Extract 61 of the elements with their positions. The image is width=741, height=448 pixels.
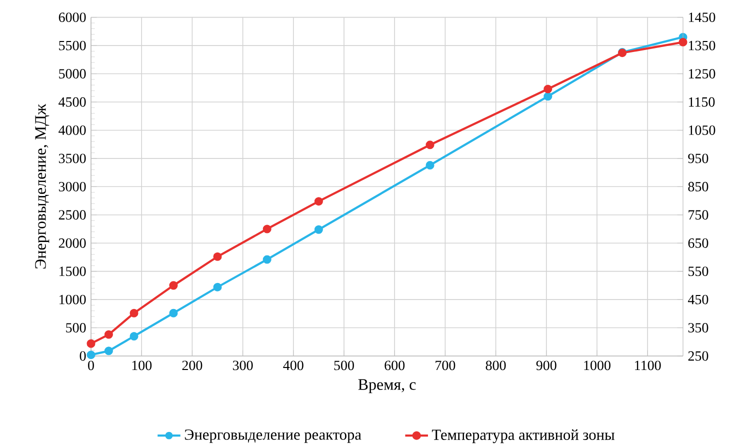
x-tick-label: 400 [283, 360, 304, 370]
point [262, 224, 272, 234]
point [169, 308, 178, 318]
point [104, 330, 113, 339]
y2-tick-label: 750 [688, 210, 708, 220]
point [130, 308, 138, 318]
y2-tick-label: 450 [688, 294, 708, 304]
y2-tick-label: 950 [688, 154, 708, 164]
y2-tick-label: 550 [688, 266, 708, 276]
y-tick-label: 4500 [58, 97, 86, 107]
y-tick-label: 5000 [59, 69, 86, 79]
point [678, 38, 688, 46]
point [426, 160, 434, 170]
point [86, 350, 96, 360]
y2-tick-label: 250 [688, 351, 708, 361]
x-tick-label: 700 [436, 360, 456, 370]
x-tick-label: 1100 [635, 360, 661, 370]
y2-tick-label: 650 [688, 238, 708, 248]
x-tick-label: 800 [486, 360, 506, 370]
x-tick-label: 300 [232, 360, 253, 370]
y2-tick-label: 1050 [688, 125, 716, 135]
point [544, 84, 552, 94]
point [86, 339, 96, 348]
y-tick-label: 500 [66, 323, 86, 332]
y2-tick-label: 1350 [688, 40, 716, 50]
y2-tick-label: 850 [688, 182, 708, 192]
x-axis-title: Время, с [358, 379, 416, 394]
y-tick-label: 0 [80, 351, 86, 361]
x-tick-label: 0 [88, 360, 94, 370]
y-tick-label: 6000 [58, 12, 86, 22]
y-tick-label: 4000 [58, 125, 86, 135]
point [262, 255, 272, 264]
y2-tick-label: 1450 [688, 12, 716, 22]
x-tick-label: 500 [334, 360, 354, 370]
x-tick-label: 1000 [584, 360, 610, 370]
x-tick-label: 600 [384, 360, 405, 370]
legend-label: Энерговыделение реактора [184, 430, 362, 443]
point [314, 197, 323, 206]
y-tick-label: 5500 [59, 40, 86, 50]
y-tick-label: 2000 [58, 238, 86, 248]
y-tick-label: 3500 [58, 154, 86, 164]
x-tick-label: 100 [132, 360, 152, 370]
point [426, 140, 434, 150]
y-tick-label: 1000 [60, 294, 86, 304]
y2-tick-label: 1150 [688, 97, 715, 107]
x-tick-label: 200 [182, 360, 202, 370]
point [314, 225, 323, 234]
point [104, 346, 113, 356]
point [213, 252, 222, 261]
y2-tick-label: 350 [688, 323, 708, 332]
point [169, 281, 178, 290]
legend-label: Температура активной зоны [432, 429, 614, 444]
point [544, 92, 552, 101]
y-tick-label: 3000 [58, 182, 86, 192]
x-tick-label: 900 [536, 360, 556, 370]
point [213, 282, 222, 292]
y-axis-title: Энерговыделение, МДж [35, 104, 50, 268]
point [130, 332, 138, 340]
y-tick-label: 2500 [58, 210, 86, 220]
y-tick-label: 1500 [60, 266, 86, 276]
y2-tick-label: 1250 [688, 69, 716, 78]
